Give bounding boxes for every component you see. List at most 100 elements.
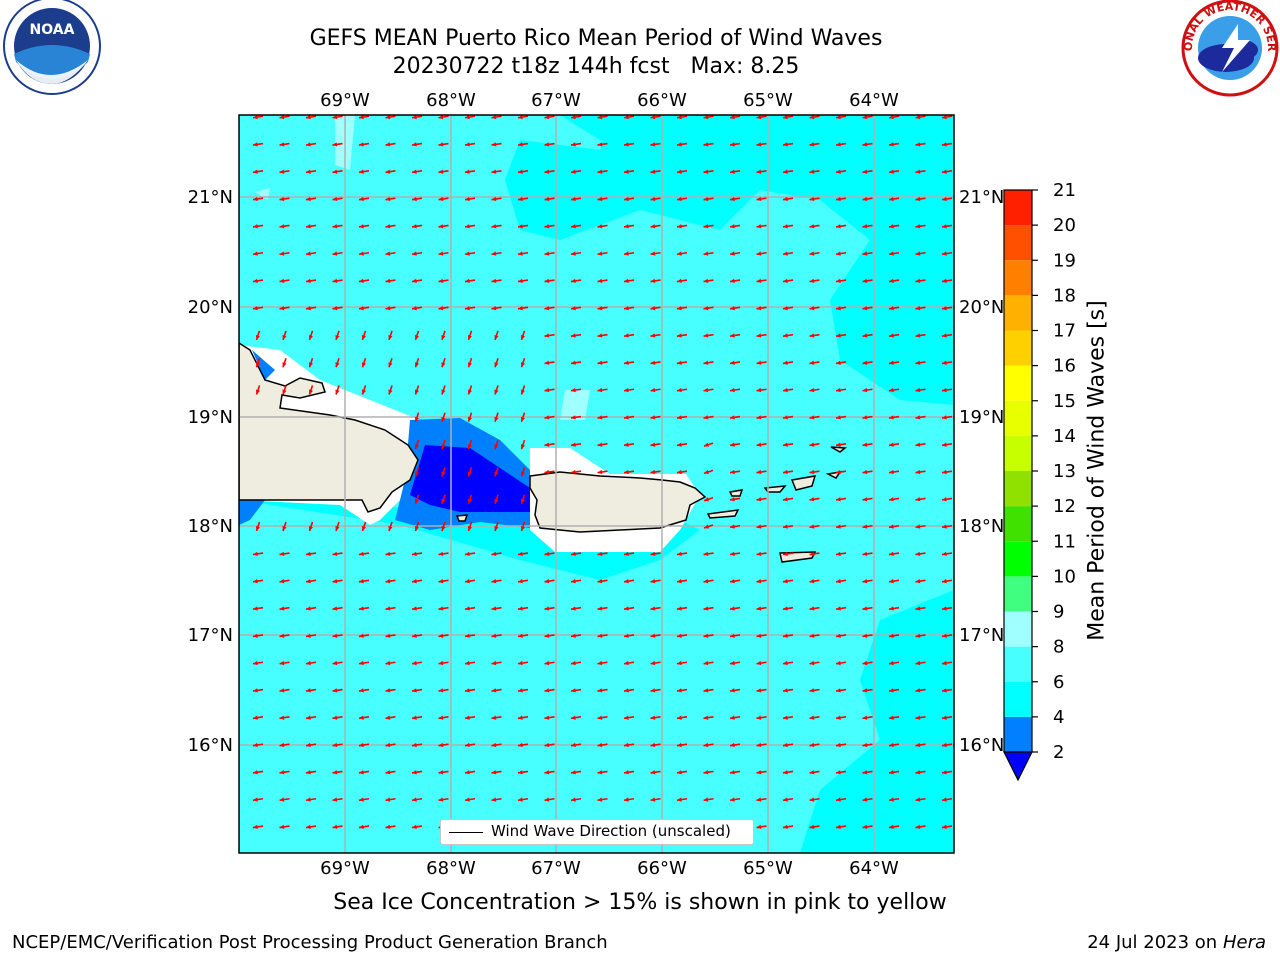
direction-arrow	[597, 115, 608, 120]
colorbar-tick-label: 11	[1053, 531, 1076, 552]
direction-arrow	[941, 824, 953, 830]
direction-arrow	[915, 824, 926, 830]
direction-arrow	[729, 770, 741, 775]
direction-arrow	[385, 551, 396, 557]
direction-arrow	[544, 169, 555, 174]
direction-arrow	[252, 633, 264, 638]
direction-arrow	[305, 633, 317, 638]
lat-label: 21°N	[188, 187, 233, 208]
lat-label: 20°N	[188, 297, 233, 318]
direction-arrow	[491, 142, 502, 147]
direction-arrow	[703, 142, 714, 147]
colorbar-band	[1004, 225, 1032, 261]
direction-arrow	[809, 824, 820, 830]
direction-arrow	[491, 115, 502, 120]
direction-arrow	[756, 196, 767, 202]
direction-arrow	[756, 387, 767, 393]
direction-arrow	[544, 278, 555, 284]
direction-arrow	[835, 770, 847, 775]
direction-arrow	[729, 742, 741, 748]
direction-arrow	[597, 688, 608, 693]
lon-label: 66°W	[637, 90, 687, 111]
direction-arrow	[597, 387, 608, 393]
direction-arrow	[305, 224, 317, 229]
direction-arrow	[570, 387, 582, 393]
direction-arrow	[835, 387, 847, 393]
direction-arrow	[252, 251, 264, 256]
direction-arrow	[862, 688, 873, 693]
direction-arrow	[835, 633, 847, 638]
direction-arrow	[464, 551, 476, 557]
direction-arrow	[756, 551, 767, 557]
direction-arrow	[597, 224, 608, 229]
direction-arrow	[809, 797, 820, 802]
direction-arrow	[517, 196, 529, 202]
direction-arrow	[438, 142, 449, 147]
direction-arrow	[305, 306, 317, 311]
chart-title: GEFS MEAN Puerto Rico Mean Period of Win…	[309, 26, 883, 51]
direction-arrow	[703, 579, 714, 584]
direction-arrow	[888, 169, 900, 174]
direction-arrow	[358, 196, 370, 202]
direction-arrow	[441, 330, 446, 341]
direction-arrow	[358, 224, 370, 229]
direction-arrow	[729, 442, 741, 447]
direction-arrow	[941, 224, 953, 229]
direction-arrow	[835, 551, 847, 557]
direction-arrow	[915, 497, 926, 502]
direction-arrow	[388, 330, 393, 341]
direction-arrow	[358, 715, 370, 720]
direction-arrow	[438, 224, 449, 229]
direction-arrow	[544, 688, 555, 693]
direction-arrow	[464, 278, 476, 284]
direction-arrow	[915, 469, 926, 475]
direction-arrow	[676, 387, 688, 393]
direction-arrow	[862, 442, 873, 447]
direction-arrow	[570, 333, 582, 338]
direction-arrow	[835, 469, 847, 475]
direction-arrow	[464, 169, 476, 174]
direction-arrow	[570, 224, 582, 229]
colorbar-band	[1004, 681, 1032, 717]
direction-arrow	[782, 579, 794, 584]
colorbar-tick-label: 12	[1053, 496, 1076, 517]
chart-subtitle: 20230722 t18z 144h fcst Max: 8.25	[392, 54, 800, 79]
direction-arrow	[676, 142, 688, 147]
direction-arrow	[517, 115, 529, 120]
direction-arrow	[623, 660, 635, 666]
direction-arrow	[467, 467, 473, 477]
direction-arrow	[915, 606, 926, 611]
direction-arrow	[835, 224, 847, 229]
direction-arrow	[729, 251, 741, 256]
direction-arrow	[782, 770, 794, 775]
direction-arrow	[809, 251, 820, 256]
direction-arrow	[835, 742, 847, 748]
direction-arrow	[544, 115, 555, 120]
colorbar: 2 4 6 8 9 10 11 12 13 14 15 16 17 18 19 20 21	[1003, 180, 1076, 782]
direction-arrow	[597, 633, 608, 638]
map-plot-area	[239, 115, 954, 853]
direction-arrow	[358, 278, 370, 284]
direction-arrow	[438, 606, 449, 611]
direction-arrow	[835, 442, 847, 447]
direction-arrow	[305, 797, 317, 802]
direction-arrow	[358, 824, 370, 830]
direction-arrow	[332, 115, 343, 120]
direction-arrow	[888, 360, 900, 365]
direction-arrow	[835, 579, 847, 584]
direction-arrow	[544, 606, 555, 611]
direction-arrow	[756, 715, 767, 720]
direction-arrow	[544, 387, 555, 393]
period-under-2-region	[410, 445, 530, 512]
direction-arrow	[570, 415, 582, 420]
direction-arrow	[941, 278, 953, 284]
direction-arrow	[441, 494, 446, 504]
direction-arrow	[464, 742, 476, 748]
direction-arrow	[703, 688, 714, 693]
direction-arrow	[411, 224, 423, 229]
direction-arrow	[650, 660, 661, 666]
colorbar-title-text: Mean Period of Wind Waves [s]	[1084, 300, 1110, 641]
direction-arrow	[941, 633, 953, 638]
direction-arrow	[650, 306, 661, 311]
direction-arrow	[517, 688, 529, 693]
